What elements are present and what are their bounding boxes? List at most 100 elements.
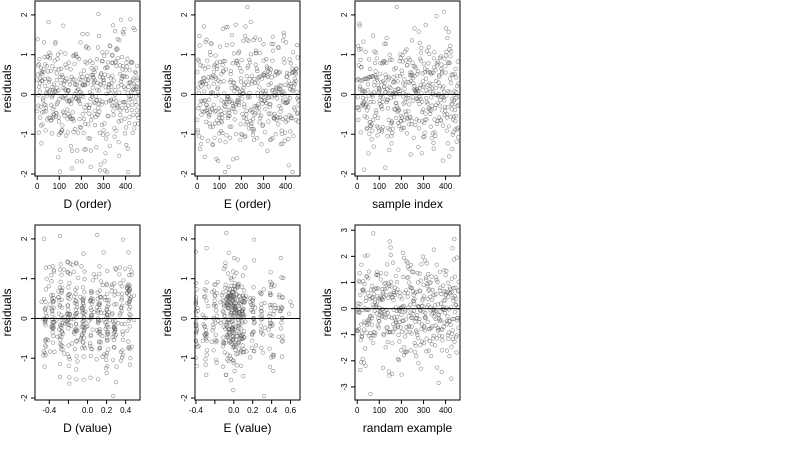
data-point: [422, 328, 427, 333]
data-point: [130, 60, 135, 65]
data-point: [439, 348, 445, 353]
data-point: [429, 136, 434, 141]
data-point: [388, 57, 393, 62]
data-point: [110, 335, 115, 340]
data-point: [375, 302, 380, 307]
data-point: [124, 74, 129, 80]
y-tick-label: 1: [180, 52, 189, 57]
data-point: [213, 74, 218, 79]
data-point: [207, 112, 212, 117]
data-point: [228, 311, 233, 316]
data-point: [402, 86, 407, 91]
data-point: [75, 148, 80, 153]
data-point: [375, 323, 380, 328]
data-point: [287, 57, 292, 62]
data-point: [404, 329, 409, 334]
data-point: [102, 121, 107, 126]
data-point: [119, 82, 124, 87]
data-point: [62, 315, 67, 320]
data-point: [101, 77, 106, 82]
data-point: [207, 109, 212, 115]
data-point: [111, 345, 116, 350]
data-point: [104, 169, 109, 175]
y-tick-label: -1: [20, 130, 29, 138]
data-point: [96, 12, 101, 17]
data-point: [193, 322, 198, 327]
data-point: [434, 336, 440, 341]
data-point: [438, 309, 443, 314]
data-point: [129, 96, 134, 101]
data-point: [90, 60, 95, 66]
data-point: [51, 324, 56, 329]
data-point: [43, 323, 48, 328]
data-point: [259, 345, 264, 351]
data-point: [367, 57, 372, 62]
data-point: [392, 285, 397, 290]
data-point: [202, 332, 207, 337]
data-point: [224, 296, 229, 301]
data-point: [234, 132, 239, 137]
data-point: [90, 278, 96, 283]
data-point: [449, 331, 455, 337]
data-point: [410, 315, 415, 321]
data-point: [278, 109, 283, 114]
data-point: [283, 82, 288, 87]
data-point: [385, 134, 390, 139]
data-point: [236, 322, 242, 327]
y-tick-label: -2: [20, 394, 29, 402]
data-point: [243, 24, 248, 29]
data-point: [95, 80, 100, 85]
data-point: [384, 35, 389, 41]
data-point: [245, 65, 250, 70]
data-point: [248, 118, 253, 124]
data-point: [448, 43, 453, 49]
data-point: [238, 350, 243, 355]
data-point: [446, 336, 451, 341]
data-point: [428, 280, 433, 285]
data-point: [96, 105, 101, 111]
data-point: [355, 307, 361, 312]
data-point: [203, 336, 208, 341]
data-point: [114, 103, 119, 108]
data-point: [358, 130, 363, 135]
data-point: [104, 351, 109, 356]
data-point: [80, 31, 85, 37]
data-point: [204, 372, 209, 378]
data-point: [68, 67, 73, 72]
data-point: [370, 295, 375, 300]
data-point: [65, 260, 71, 265]
data-point: [99, 71, 104, 76]
data-point: [134, 103, 139, 108]
data-point: [136, 89, 141, 95]
data-point: [105, 65, 110, 70]
data-point: [421, 61, 427, 66]
data-point: [196, 58, 202, 64]
data-point: [194, 364, 199, 369]
data-point: [50, 321, 56, 326]
data-point: [193, 329, 198, 335]
x-axis-title: sample index: [372, 197, 443, 211]
data-point: [393, 326, 398, 332]
data-point: [243, 297, 248, 302]
data-point: [408, 310, 413, 315]
data-point: [379, 271, 384, 276]
data-point: [74, 354, 79, 359]
data-point: [238, 298, 243, 303]
data-point: [236, 320, 241, 325]
x-tick-label: 0.4: [266, 406, 278, 415]
data-point: [269, 137, 274, 142]
data-point: [405, 62, 410, 68]
data-point: [97, 264, 102, 269]
data-point: [106, 302, 111, 307]
data-point: [38, 104, 43, 109]
data-point: [409, 324, 414, 329]
data-point: [396, 107, 402, 113]
y-tick-label: 0: [20, 316, 29, 321]
data-point: [409, 71, 414, 76]
data-point: [374, 108, 379, 113]
data-point: [411, 81, 416, 86]
data-point: [129, 89, 134, 95]
data-point: [365, 87, 370, 93]
data-point: [111, 393, 116, 399]
data-point: [36, 130, 41, 135]
